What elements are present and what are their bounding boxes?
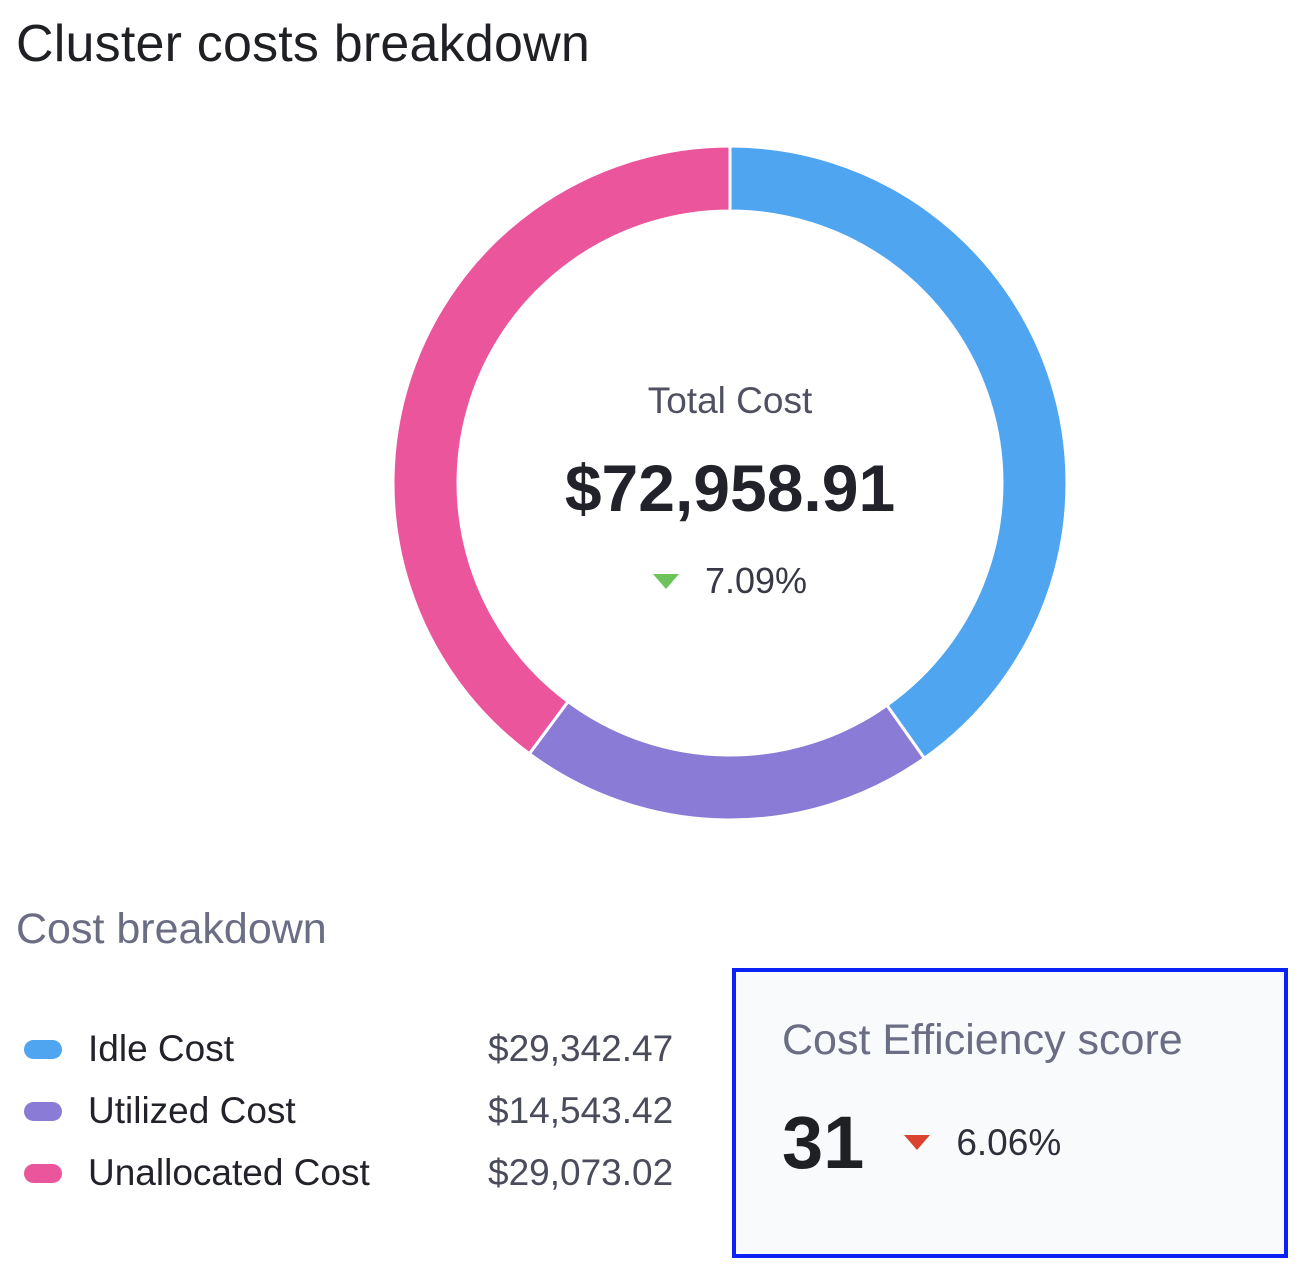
donut-slice-idle-cost[interactable] — [728, 144, 1069, 761]
total-cost-change: 7.09% — [530, 560, 930, 602]
legend-swatch — [24, 1163, 62, 1183]
cost-efficiency-title: Cost Efficiency score — [782, 1016, 1183, 1064]
cost-efficiency-score: 31 — [782, 1101, 865, 1184]
legend-swatch — [24, 1101, 62, 1121]
legend-label: Utilized Cost — [88, 1090, 296, 1131]
cost-breakdown-title: Cost breakdown — [16, 905, 327, 953]
page-title: Cluster costs breakdown — [16, 15, 590, 73]
legend-label: Idle Cost — [88, 1028, 235, 1069]
legend-item-utilized: Utilized Cost $14,543.42 — [24, 1080, 704, 1142]
cost-efficiency-change: 6.06% — [956, 1121, 1062, 1163]
legend-item-idle: Idle Cost $29,342.47 — [24, 1018, 704, 1080]
total-cost-change-value: 7.09% — [704, 560, 808, 601]
donut-slice-utilized-cost[interactable] — [527, 699, 927, 822]
legend-item-unallocated: Unallocated Cost $29,073.02 — [24, 1142, 704, 1204]
legend-value: $29,342.47 — [488, 1028, 674, 1069]
total-cost-label: Total Cost — [647, 380, 813, 421]
total-cost-value: $72,958.91 — [564, 451, 896, 525]
legend-value: $29,073.02 — [488, 1152, 674, 1193]
arrow-down-icon — [904, 1135, 931, 1150]
arrow-down-icon — [652, 573, 679, 589]
legend-label: Unallocated Cost — [88, 1152, 370, 1193]
donut-chart — [391, 144, 1069, 822]
legend-value: $14,543.42 — [488, 1090, 674, 1131]
donut-slice-unallocated-cost[interactable] — [391, 144, 732, 756]
cost-breakdown-list: Idle Cost $29,342.47 Utilized Cost $14,5… — [24, 1018, 704, 1204]
cost-efficiency-card[interactable]: Cost Efficiency score 31 6.06% — [732, 968, 1288, 1258]
cost-efficiency-score-row: 31 6.06% — [782, 1100, 1061, 1185]
legend-swatch — [24, 1039, 62, 1059]
